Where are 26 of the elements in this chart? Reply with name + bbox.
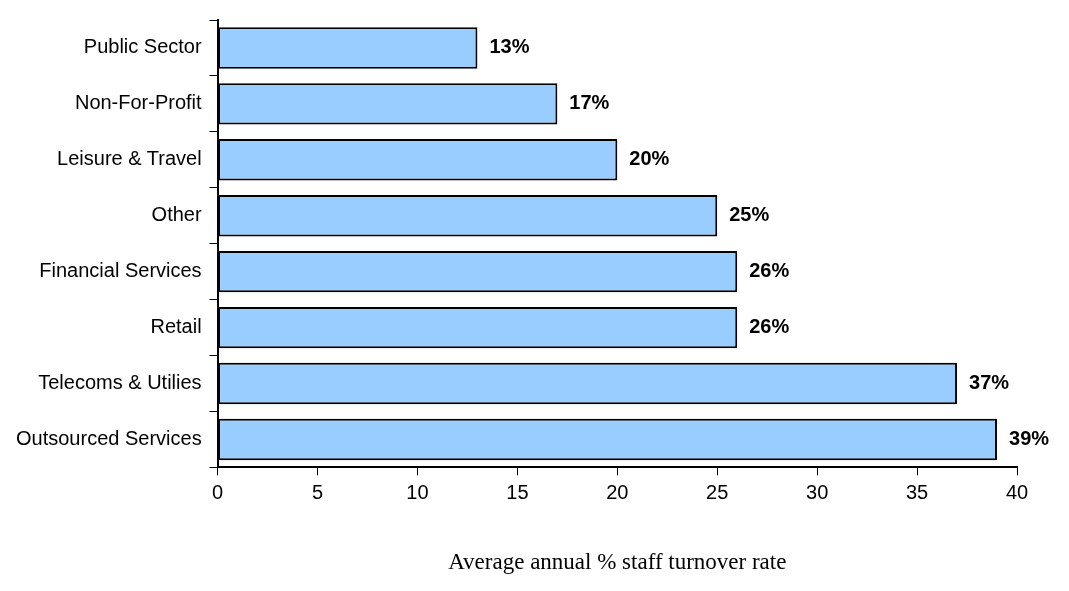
x-tick-label: 35 bbox=[905, 480, 929, 503]
data-label: 25% bbox=[729, 203, 770, 226]
x-tick-label: 20 bbox=[606, 480, 629, 503]
y-tick-label: Other bbox=[151, 203, 202, 226]
y-tick-label: Telecoms & Utilies bbox=[38, 371, 202, 394]
data-label: 37% bbox=[969, 371, 1010, 394]
x-tick-label: 5 bbox=[311, 480, 324, 503]
data-label: 20% bbox=[629, 147, 670, 170]
y-tick-label: Retail bbox=[150, 315, 202, 338]
y-tick-label: Public Sector bbox=[83, 35, 202, 58]
y-tick-label: Non-For-Profit bbox=[74, 91, 203, 114]
x-tick-label: 40 bbox=[1005, 480, 1029, 503]
x-tick-label: 30 bbox=[806, 480, 829, 503]
data-label: 13% bbox=[489, 35, 530, 58]
x-axis-title: Average annual % staff turnover rate bbox=[448, 549, 787, 575]
x-tick-label: 0 bbox=[212, 480, 224, 503]
x-tick-label: 15 bbox=[506, 480, 529, 503]
x-tick-label: 10 bbox=[406, 480, 429, 503]
y-tick-label: Leisure & Travel bbox=[57, 147, 202, 170]
y-tick-label: Financial Services bbox=[39, 259, 202, 282]
data-label: 39% bbox=[1009, 426, 1050, 449]
y-tick-label: Outsourced Services bbox=[15, 426, 202, 449]
data-label: 17% bbox=[569, 91, 610, 114]
x-tick-label: 25 bbox=[706, 480, 729, 503]
data-label: 26% bbox=[749, 259, 790, 282]
data-label: 26% bbox=[749, 315, 790, 338]
